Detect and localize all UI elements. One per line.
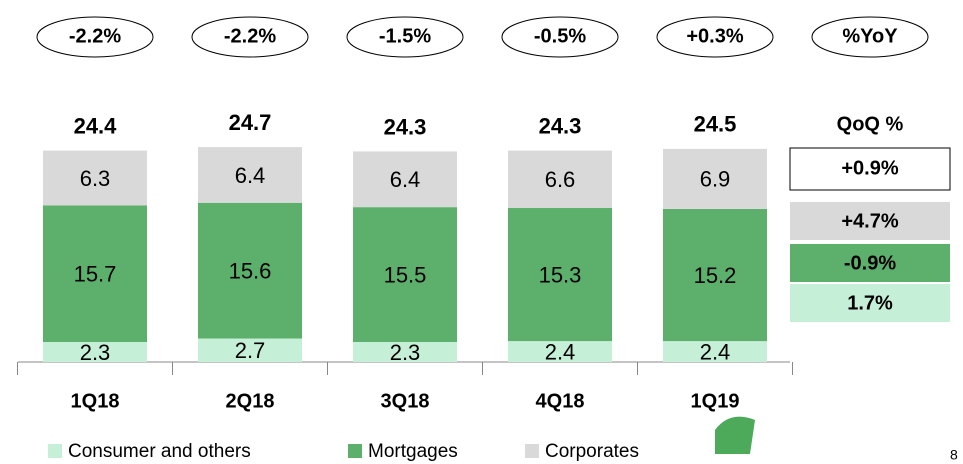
x-tick-label: 2Q18	[226, 390, 275, 412]
legend-label: Corporates	[545, 441, 639, 462]
x-tick-label: 1Q19	[691, 390, 740, 412]
segment-label: 15.7	[74, 262, 117, 287]
yoy-header: %YoY	[842, 25, 898, 47]
bar-segment	[198, 147, 302, 203]
segment-label: 15.6	[229, 258, 272, 283]
qoq-label: -0.9%	[844, 252, 896, 274]
total-label: 24.7	[229, 110, 272, 135]
bar-segment	[508, 150, 612, 209]
x-tick-label: 3Q18	[381, 390, 430, 412]
bar-segment	[198, 338, 302, 362]
segment-label: 6.3	[80, 166, 111, 191]
bar-segment	[198, 202, 302, 339]
bar-segment	[353, 151, 457, 208]
segment-label: 2.7	[235, 338, 266, 363]
qoq-total: +0.9%	[841, 157, 898, 179]
segment-label: 2.3	[80, 340, 111, 365]
bar-segment	[353, 341, 457, 362]
total-label: 24.3	[539, 113, 582, 138]
bar-segment	[508, 341, 612, 362]
yoy-oval	[501, 16, 619, 58]
legend-swatch	[48, 444, 62, 458]
x-tick-label: 1Q18	[71, 390, 120, 412]
qoq-label: +4.7%	[841, 210, 898, 232]
segment-label: 6.4	[390, 167, 421, 192]
bar-segment	[663, 341, 767, 362]
yoy-oval	[36, 16, 154, 58]
page-number: 8	[950, 447, 958, 463]
yoy-header-oval	[811, 16, 929, 58]
qoq-box	[790, 202, 950, 240]
segment-label: 6.4	[235, 163, 266, 188]
yoy-oval	[656, 16, 774, 58]
segment-label: 2.4	[700, 339, 731, 364]
qoq-label: 1.7%	[847, 292, 893, 314]
yoy-label: -0.5%	[534, 25, 586, 47]
bar-segment	[663, 208, 767, 342]
yoy-label: -2.2%	[224, 25, 276, 47]
segment-label: 6.9	[700, 167, 731, 192]
total-label: 24.5	[694, 112, 737, 137]
legend-label: Mortgages	[368, 441, 458, 462]
qoq-box	[790, 284, 950, 322]
segment-label: 15.3	[539, 262, 582, 287]
bar-segment	[43, 205, 147, 342]
logo	[715, 416, 755, 454]
legend-label: Consumer and others	[68, 441, 251, 462]
segment-label: 2.3	[390, 340, 421, 365]
segment-label: 2.4	[545, 339, 576, 364]
total-label: 24.3	[384, 114, 427, 139]
qoq-total-box	[789, 147, 951, 191]
total-label: 24.4	[74, 113, 118, 138]
bar-segment	[508, 208, 612, 342]
bar-segment	[43, 341, 147, 362]
segment-label: 6.6	[545, 167, 576, 192]
legend-swatch	[348, 444, 362, 458]
x-tick-label: 4Q18	[536, 390, 585, 412]
bar-segment	[43, 150, 147, 206]
legend-swatch	[525, 444, 539, 458]
qoq-header: QoQ %	[837, 113, 904, 135]
yoy-oval	[346, 16, 464, 58]
bar-segment	[663, 148, 767, 209]
segment-label: 15.2	[694, 263, 737, 288]
yoy-label: -1.5%	[379, 25, 431, 47]
yoy-oval	[191, 16, 309, 58]
segment-label: 15.5	[384, 262, 427, 287]
qoq-box	[790, 244, 950, 282]
yoy-label: +0.3%	[686, 25, 743, 47]
yoy-label: -2.2%	[69, 25, 121, 47]
bar-segment	[353, 207, 457, 342]
